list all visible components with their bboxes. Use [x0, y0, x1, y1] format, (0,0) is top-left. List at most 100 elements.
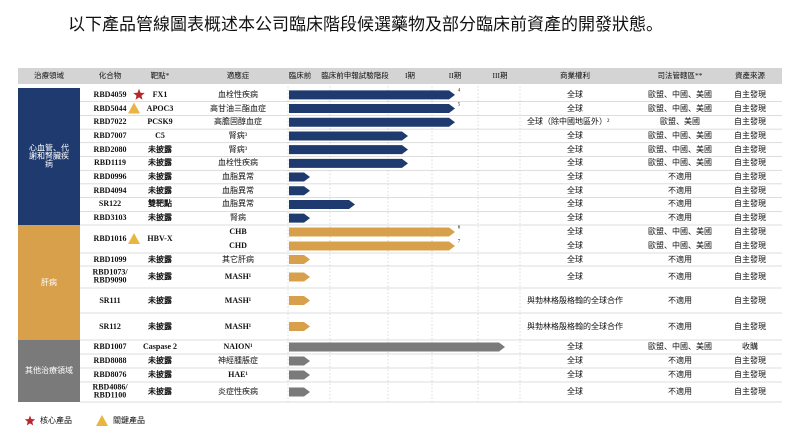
source: 自主發現: [734, 369, 766, 379]
rights: 全球: [567, 254, 583, 264]
source: 自主發現: [734, 226, 766, 236]
progress-arrow: [289, 356, 310, 366]
compound: RBD8076: [93, 369, 127, 379]
indication: HAE¹: [228, 369, 248, 379]
arrow-note: 5: [457, 101, 461, 107]
jurisdiction: 不適用: [668, 321, 692, 331]
progress-arrow: [289, 322, 310, 331]
source: 自主發現: [734, 144, 766, 154]
compound: RBD7007: [93, 130, 127, 140]
rights: 全球: [567, 226, 583, 236]
rights: 全球: [567, 103, 583, 113]
column-header: 資產來源: [735, 71, 765, 81]
indication: 炎症性疾病: [218, 386, 258, 396]
compound: RBD1016: [93, 233, 127, 243]
column-header: I期: [405, 71, 415, 81]
jurisdiction: 歐盟、中國、美國: [648, 103, 712, 113]
indication: CHB: [229, 226, 247, 236]
indication: MASH¹: [224, 271, 252, 281]
column-header: 商業權利: [560, 71, 590, 81]
jurisdiction: 不適用: [668, 355, 692, 365]
area-band: [18, 88, 80, 225]
column-header: 臨床前申報試驗階段: [321, 71, 389, 81]
arrow-note: 7: [457, 239, 461, 245]
target: 未披露: [148, 254, 172, 264]
rights: 與勃林格殷格翰的全球合作: [527, 295, 623, 305]
source: 自主發現: [734, 117, 766, 127]
indication: 血脂異常: [222, 185, 254, 195]
rights: 全球: [567, 369, 583, 379]
header-band: [18, 68, 782, 84]
source: 自主發現: [734, 103, 766, 113]
compound: SR112: [99, 321, 121, 331]
compound: SR122: [98, 199, 122, 209]
rights: 全球: [567, 240, 583, 250]
source: 自主發現: [734, 240, 766, 250]
target: Caspase 2: [142, 341, 178, 351]
target: 未披露: [148, 144, 172, 154]
source: 自主發現: [734, 185, 766, 195]
target: 未披露: [148, 369, 172, 379]
column-header: 靶點*: [150, 71, 170, 81]
progress-arrow: [289, 342, 505, 352]
source: 自主發現: [734, 199, 766, 209]
progress-arrow: [289, 104, 455, 114]
target: C5: [155, 130, 165, 140]
source: 自主發現: [734, 130, 766, 140]
target: 未披露: [148, 158, 172, 168]
source: 自主發現: [734, 254, 766, 264]
area-label: 心血管、代謝和腎臟疾病: [29, 142, 69, 169]
rights: 全球: [567, 185, 583, 195]
compound: RBD3103: [93, 212, 127, 222]
jurisdiction: 歐盟、中國、美國: [648, 130, 712, 140]
indication: 血脂異常: [222, 199, 254, 209]
target: 雙靶點: [148, 199, 172, 209]
target: 未披露: [148, 321, 172, 331]
jurisdiction: 歐盟、中國、美國: [648, 158, 712, 168]
jurisdiction: 不適用: [668, 199, 692, 209]
target: 未披露: [148, 355, 172, 365]
rights: 全球: [567, 89, 583, 99]
area-band: [18, 340, 80, 402]
legend-label: 核心產品: [40, 415, 72, 425]
indication: 血脂異常: [222, 171, 254, 181]
progress-arrow: [289, 199, 355, 209]
legend-star: [24, 415, 36, 426]
arrow-note: 4: [457, 88, 461, 94]
compound: RBD1119: [93, 158, 126, 168]
area-label: 肝病: [41, 277, 57, 287]
column-header: III期: [492, 71, 508, 81]
source: 自主發現: [734, 295, 766, 305]
key-marker: [128, 102, 140, 114]
jurisdiction: 歐盟、中國、美國: [648, 144, 712, 154]
indication: NAION¹: [223, 341, 253, 351]
rights: 全球: [567, 158, 583, 168]
jurisdiction: 不適用: [668, 386, 692, 396]
area-label: 其他治療領域: [25, 365, 73, 375]
compound: RBD4086/ RBD1100: [92, 382, 128, 400]
column-header: 治療領域: [34, 71, 64, 81]
compound: RBD4059: [93, 89, 127, 99]
rights: 全球: [567, 144, 583, 154]
column-header: 臨床前: [288, 71, 312, 81]
indication: MASH¹: [224, 295, 252, 305]
indication: 高甘油三酯血症: [210, 103, 266, 113]
source: 自主發現: [734, 321, 766, 331]
compound: RBD2080: [93, 144, 127, 154]
compound: RBD7022: [93, 117, 127, 127]
key-marker: [128, 233, 140, 244]
rights: 全球: [567, 171, 583, 181]
rights: 全球: [567, 271, 583, 281]
progress-arrow: [289, 172, 310, 182]
source: 自主發現: [734, 158, 766, 168]
progress-arrow: [289, 241, 455, 251]
target: APOC3: [146, 103, 174, 113]
source: 自主發現: [734, 171, 766, 181]
rights: 全球: [567, 386, 583, 396]
column-header: II期: [448, 71, 462, 81]
progress-arrow: [289, 186, 310, 196]
progress-arrow: [289, 213, 310, 223]
source: 收購: [742, 341, 758, 351]
indication: 腎病³: [228, 130, 248, 140]
